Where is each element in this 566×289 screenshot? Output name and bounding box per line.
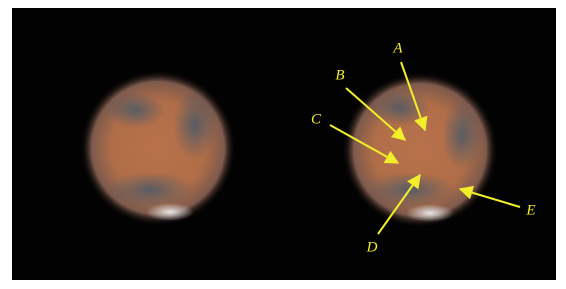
label: D [366, 239, 378, 255]
planet-right [342, 72, 498, 228]
label: B [335, 67, 344, 83]
label: C [311, 111, 322, 127]
page: A B C D E (() => { const data = JSON.par… [0, 0, 566, 289]
planet-left [80, 70, 236, 226]
image: A B C D E [0, 0, 566, 289]
label: A [392, 40, 403, 56]
label: E [525, 202, 535, 218]
